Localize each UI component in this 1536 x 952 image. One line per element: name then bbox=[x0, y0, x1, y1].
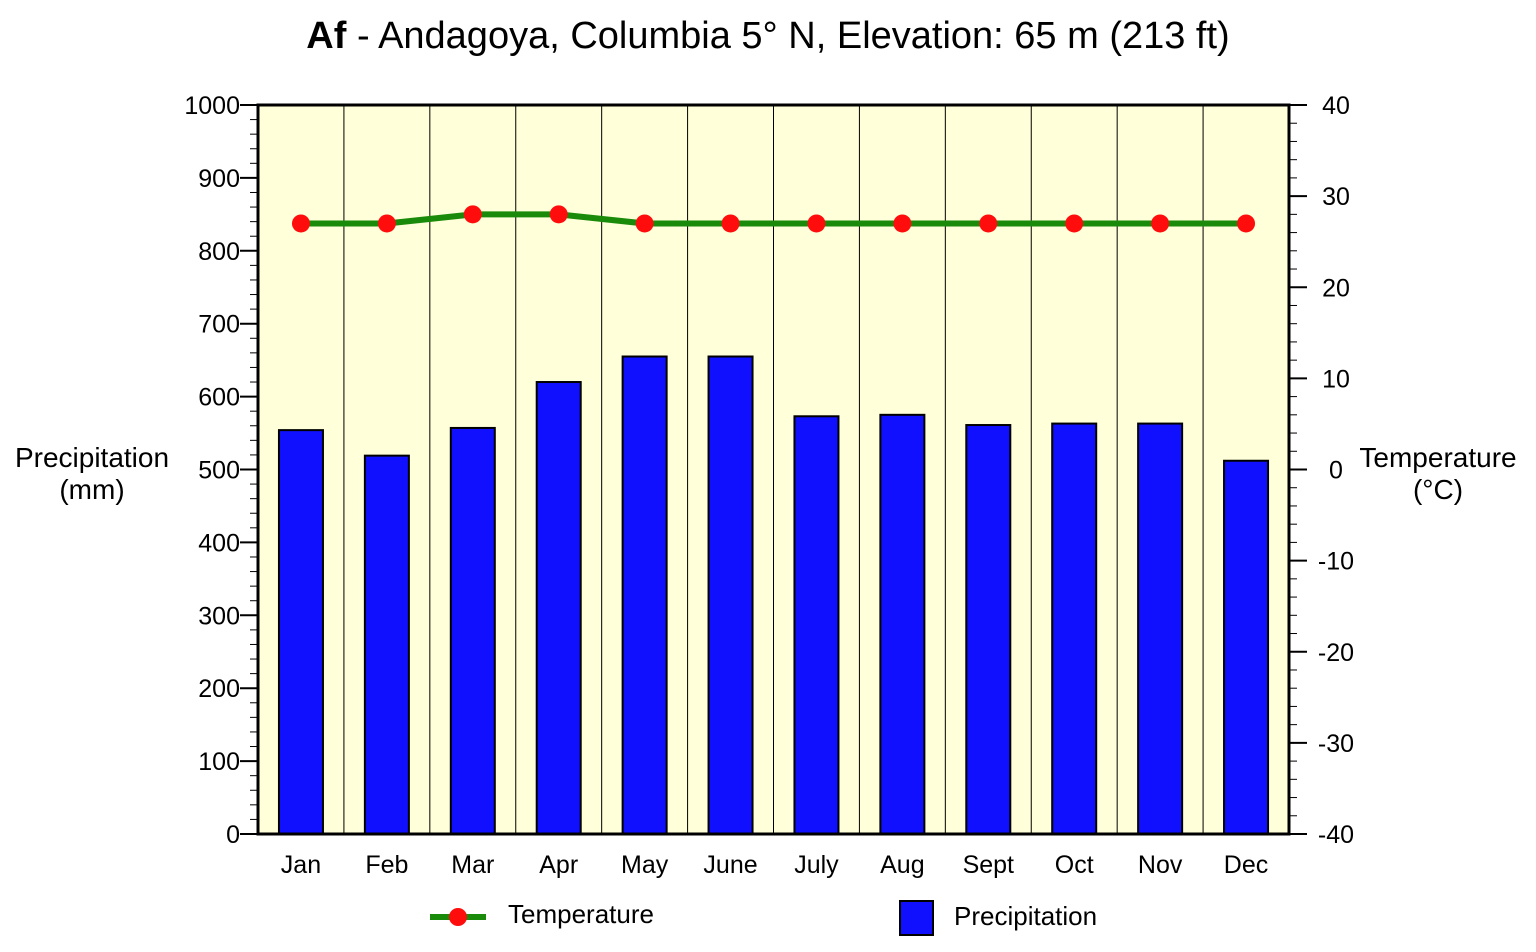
temperature-point-jan bbox=[291, 214, 310, 233]
precipitation-bar-jan bbox=[277, 429, 324, 835]
right-tick-label: -40 bbox=[1318, 821, 1354, 849]
left-tick-label: 700 bbox=[198, 311, 240, 339]
right-tick-label: 30 bbox=[1322, 183, 1350, 211]
chart-title: Af - Andagoya, Columbia 5° N, Elevation:… bbox=[306, 15, 1229, 57]
temperature-point-june bbox=[721, 214, 740, 233]
temperature-point-may bbox=[635, 214, 654, 233]
x-tick-label-mar: Mar bbox=[451, 851, 494, 879]
temperature-line bbox=[300, 211, 1247, 227]
x-tick-label-dec: Dec bbox=[1224, 851, 1268, 879]
temperature-point-aug bbox=[893, 214, 912, 233]
precipitation-bar-apr bbox=[535, 381, 582, 835]
temperature-point-feb bbox=[377, 214, 396, 233]
temperature-point-oct bbox=[1065, 214, 1084, 233]
legend-temperature: Temperature bbox=[430, 899, 654, 929]
left-tick-label: 400 bbox=[198, 529, 240, 557]
precipitation-bar-may bbox=[621, 355, 668, 835]
right-tick-label: 40 bbox=[1322, 92, 1350, 120]
right-axis-label-line2: (°C) bbox=[1413, 474, 1463, 505]
x-tick-label-apr: Apr bbox=[539, 851, 578, 879]
right-tick-label: -20 bbox=[1318, 639, 1354, 667]
precipitation-bar-nov bbox=[1137, 422, 1184, 835]
x-tick-label-oct: Oct bbox=[1055, 851, 1094, 879]
temperature-point-nov bbox=[1151, 214, 1170, 233]
temperature-point-dec bbox=[1237, 214, 1256, 233]
right-tick-label: 0 bbox=[1329, 457, 1343, 485]
left-tick-label: 1000 bbox=[184, 92, 240, 120]
right-y-axis: -40 -30 -20 -10 0 10 20 30 40 bbox=[1289, 92, 1354, 849]
right-tick-label: 10 bbox=[1322, 365, 1350, 393]
temperature-point-apr bbox=[549, 205, 568, 224]
x-tick-label-may: May bbox=[621, 851, 669, 879]
precipitation-bar-july bbox=[793, 415, 840, 835]
legend-precipitation-swatch bbox=[899, 900, 934, 936]
left-tick-label: 500 bbox=[198, 457, 240, 485]
x-axis-labels: Jan Feb Mar Apr May June July Aug Sept Oct Nov Dec bbox=[281, 851, 1268, 879]
left-tick-label: 900 bbox=[198, 165, 240, 193]
right-tick-label: -10 bbox=[1318, 548, 1354, 576]
left-tick-label: 300 bbox=[198, 602, 240, 630]
left-tick-label: 800 bbox=[198, 238, 240, 266]
temperature-point-july bbox=[807, 214, 826, 233]
legend-temperature-label: Temperature bbox=[508, 899, 654, 929]
right-axis-label-line1: Temperature bbox=[1359, 442, 1516, 473]
chart-title-bold: Af bbox=[306, 15, 346, 57]
left-tick-label: 0 bbox=[226, 821, 240, 849]
x-tick-label-aug: Aug bbox=[880, 851, 924, 879]
legend: Temperature Precipitation bbox=[430, 899, 1097, 936]
temperature-point-sept bbox=[979, 214, 998, 233]
legend-precipitation-label: Precipitation bbox=[954, 901, 1097, 931]
precipitation-bar-oct bbox=[1051, 422, 1098, 835]
left-axis-label-line1: Precipitation bbox=[15, 442, 169, 473]
precipitation-bars bbox=[277, 355, 1270, 835]
precipitation-bar-june bbox=[707, 355, 754, 835]
x-tick-label-feb: Feb bbox=[365, 851, 408, 879]
precipitation-bar-dec bbox=[1223, 459, 1270, 835]
left-tick-label: 600 bbox=[198, 384, 240, 412]
precipitation-bar-aug bbox=[879, 413, 926, 835]
precipitation-bar-feb bbox=[363, 454, 410, 835]
legend-temperature-marker bbox=[449, 908, 467, 926]
left-y-axis: 0 100 200 300 400 500 600 700 800 900 1000 bbox=[184, 92, 258, 849]
legend-precipitation: Precipitation bbox=[899, 900, 1097, 936]
chart-title-rest: - Andagoya, Columbia 5° N, Elevation: 65… bbox=[346, 15, 1229, 57]
x-tick-label-nov: Nov bbox=[1138, 851, 1183, 879]
x-tick-label-sept: Sept bbox=[963, 851, 1014, 879]
temperature-series bbox=[291, 205, 1256, 233]
category-dividers bbox=[343, 105, 1204, 834]
left-axis-label-line2: (mm) bbox=[59, 474, 124, 505]
x-tick-label-june: June bbox=[703, 851, 757, 879]
right-tick-label: 20 bbox=[1322, 274, 1350, 302]
precipitation-bar-sept bbox=[965, 424, 1012, 835]
left-tick-label: 200 bbox=[198, 675, 240, 703]
left-tick-label: 100 bbox=[198, 748, 240, 776]
x-tick-label-jan: Jan bbox=[281, 851, 321, 879]
temperature-point-mar bbox=[463, 205, 482, 224]
right-tick-label: -30 bbox=[1318, 730, 1354, 758]
x-tick-label-july: July bbox=[794, 851, 839, 879]
precipitation-bar-mar bbox=[449, 426, 496, 835]
